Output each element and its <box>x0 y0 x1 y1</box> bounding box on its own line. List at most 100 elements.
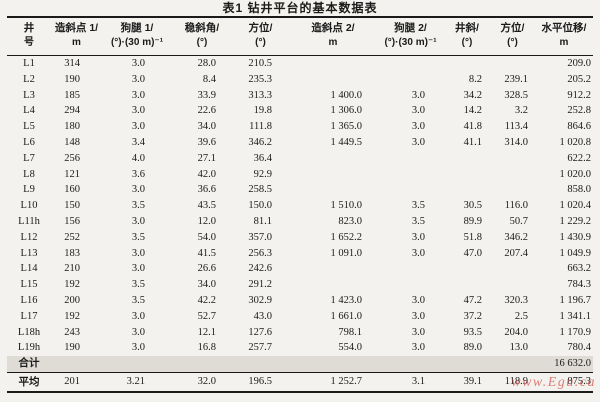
well-id-cell: L16 <box>20 294 38 306</box>
cell-dogleg-2: 3.0 <box>411 310 425 322</box>
cell-hold-angle: 16.8 <box>197 342 216 354</box>
cell-azimuth-1: 19.8 <box>253 105 272 117</box>
column-header-well-number: 井号 <box>23 22 35 49</box>
table-row-L16: L16 200 3.5 42.2 302.9 1 423.0 3.0 47.2 320.3 1 1… <box>7 293 593 309</box>
cell-inclination: 89.0 <box>463 342 482 354</box>
cell-inclination: 34.2 <box>463 89 482 101</box>
cell-azimuth-2: 13.0 <box>509 342 528 354</box>
average-row: 平均 201 3.21 32.0 196.5 1 252.7 3.1 39.1 118.9 875… <box>7 372 593 392</box>
cell-horiz-displ: 209.0 <box>567 58 591 69</box>
cell-horiz-displ: 875.3 <box>567 375 591 387</box>
cell-horiz-displ: 1 020.0 <box>559 168 592 180</box>
table-row-L12: L12 252 3.5 54.0 357.0 1 652.2 3.0 51.8 346.2 1 4… <box>7 230 593 246</box>
cell-dogleg-1: 3.0 <box>131 89 145 101</box>
cell-azimuth-1 <box>232 356 289 373</box>
cell-inclination <box>444 56 490 72</box>
cell-azimuth-1: 210.5 <box>248 58 272 69</box>
cell-horiz-displ: 252.8 <box>567 105 591 117</box>
cell-dogleg-2: 3.0 <box>411 136 425 148</box>
cell-dogleg-2: 3.5 <box>411 215 425 227</box>
cell-dogleg-1 <box>102 356 172 373</box>
cell-kickoff-2: 1 400.0 <box>330 89 363 101</box>
cell-horiz-displ: 622.2 <box>567 152 591 164</box>
cell-azimuth-1: 92.9 <box>253 168 272 180</box>
cell-azimuth-2: 204.0 <box>504 326 528 338</box>
cell-kickoff-2 <box>289 72 377 88</box>
cell-hold-angle: 42.2 <box>197 294 216 306</box>
cell-dogleg-1: 3.21 <box>126 375 145 387</box>
table-row-L9: L9 160 3.0 36.6 258.5 858.0 <box>7 182 593 198</box>
cell-inclination: 47.2 <box>463 294 482 306</box>
cell-kickoff-1: 192 <box>64 279 80 291</box>
cell-azimuth-1: 291.2 <box>248 279 272 291</box>
cell-azimuth-2: 3.2 <box>514 105 528 117</box>
well-id-cell: L11h <box>18 215 40 227</box>
cell-horiz-displ: 1 196.7 <box>559 294 592 306</box>
cell-dogleg-1: 3.0 <box>131 73 145 85</box>
cell-kickoff-2 <box>289 261 377 277</box>
well-id-cell: L3 <box>23 89 35 101</box>
cell-kickoff-2 <box>289 167 377 183</box>
cell-azimuth-2: 118.9 <box>504 375 528 387</box>
cell-hold-angle: 8.4 <box>202 73 216 85</box>
cell-horiz-displ: 784.3 <box>567 279 591 291</box>
well-id-cell: L5 <box>23 121 35 133</box>
cell-kickoff-2: 1 661.0 <box>330 310 363 322</box>
cell-inclination: 30.5 <box>463 200 482 212</box>
cell-kickoff-2: 798.1 <box>338 326 362 338</box>
well-id-cell: L7 <box>23 152 35 164</box>
drilling-platform-data-table: 井号造斜点 1/m 狗腿 1/(°)·(30 m)⁻¹ 稳斜角/(°) 方位/(°) 造… <box>7 16 593 393</box>
cell-horiz-displ: 1 170.9 <box>559 326 592 338</box>
cell-hold-angle: 36.6 <box>197 184 216 196</box>
cell-kickoff-1: 192 <box>64 310 80 322</box>
cell-dogleg-1: 3.0 <box>131 105 145 117</box>
total-row: 合计 16 632.0 <box>7 356 593 373</box>
well-id-cell: L14 <box>20 263 38 275</box>
cell-kickoff-2 <box>289 356 377 373</box>
column-header-inclination: 井斜/(°) <box>455 22 479 49</box>
cell-kickoff-1: 200 <box>64 294 80 306</box>
cell-hold-angle: 42.0 <box>197 168 216 180</box>
cell-inclination: 41.8 <box>463 121 482 133</box>
cell-dogleg-1: 3.5 <box>131 294 145 306</box>
table-row-L17: L17 192 3.0 52.7 43.0 1 661.0 3.0 37.2 2.5 1 341.… <box>7 309 593 325</box>
table-row-L5: L5 180 3.0 34.0 111.8 1 365.0 3.0 41.8 113.4 864.… <box>7 119 593 135</box>
cell-azimuth-2: 314.0 <box>504 136 528 148</box>
cell-dogleg-2: 3.0 <box>411 294 425 306</box>
cell-inclination: 93.5 <box>463 326 482 338</box>
table-row-L13: L13 183 3.0 41.5 256.3 1 091.0 3.0 47.0 207.4 1 0… <box>7 246 593 262</box>
cell-azimuth-1: 127.6 <box>248 326 272 338</box>
column-header-azimuth-2: 方位/(°) <box>500 22 525 49</box>
cell-kickoff-2 <box>289 277 377 293</box>
cell-kickoff-2 <box>289 56 377 72</box>
table-row-L15: L15 192 3.5 34.0 291.2 784.3 <box>7 277 593 293</box>
cell-kickoff-1: 150 <box>64 200 80 212</box>
table-row-L2: L2 190 3.0 8.4 235.3 8.2 239.1 205.2 <box>7 72 593 88</box>
cell-dogleg-2: 3.0 <box>411 231 425 243</box>
well-id-cell: L19h <box>17 342 41 354</box>
cell-dogleg-1: 3.0 <box>131 326 145 338</box>
cell-horiz-displ: 1 430.9 <box>559 231 592 243</box>
cell-dogleg-2 <box>377 182 444 198</box>
well-id-cell: L8 <box>23 168 35 180</box>
cell-horiz-displ: 858.0 <box>567 184 591 196</box>
header-row: 井号造斜点 1/m 狗腿 1/(°)·(30 m)⁻¹ 稳斜角/(°) 方位/(°) 造… <box>7 17 593 56</box>
cell-inclination <box>444 182 490 198</box>
cell-dogleg-2: 3.1 <box>411 375 425 387</box>
cell-azimuth-2: 50.7 <box>509 215 528 227</box>
cell-hold-angle: 27.1 <box>197 152 216 164</box>
cell-hold-angle: 34.0 <box>197 279 216 291</box>
well-id-cell: L9 <box>23 184 35 196</box>
cell-azimuth-1: 313.3 <box>248 89 272 101</box>
well-id-cell: L17 <box>20 310 38 322</box>
cell-inclination: 8.2 <box>468 73 482 85</box>
cell-kickoff-1: 210 <box>64 263 80 275</box>
cell-dogleg-1: 3.5 <box>131 200 145 212</box>
cell-azimuth-1: 43.0 <box>253 310 272 322</box>
table-row-L11h: L11h 156 3.0 12.0 81.1 823.0 3.5 89.9 50.7 1 229.… <box>7 214 593 230</box>
cell-azimuth-2 <box>490 277 535 293</box>
cell-dogleg-1: 3.6 <box>131 168 145 180</box>
cell-azimuth-1: 81.1 <box>253 215 272 227</box>
cell-azimuth-2 <box>490 356 535 373</box>
cell-inclination: 39.1 <box>463 375 482 387</box>
